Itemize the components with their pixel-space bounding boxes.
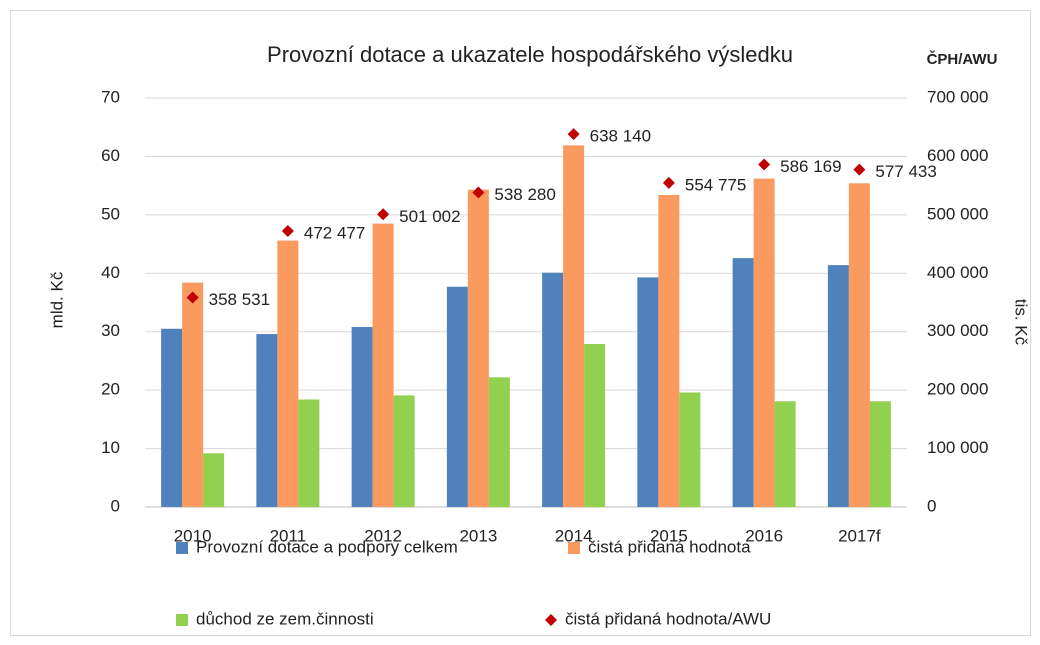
- diamond-marker: [186, 291, 199, 304]
- bar: [298, 399, 320, 507]
- y-tick-label: 0: [111, 496, 120, 515]
- y-tick-label: 70: [101, 87, 120, 106]
- x-tick-label: 2014: [555, 526, 593, 545]
- x-tick-label: 2017f: [838, 526, 881, 545]
- y-tick-label: 60: [101, 146, 120, 165]
- x-tick-label: 2013: [459, 526, 497, 545]
- legend-label: čistá přidaná hodnota/AWU: [565, 609, 771, 628]
- diamond-marker: [758, 158, 771, 171]
- data-label: 472 477: [304, 223, 365, 242]
- data-label: 501 002: [399, 207, 460, 226]
- diamond-marker: [281, 224, 294, 237]
- y2-tick-label: 700 000: [927, 87, 988, 106]
- bar: [848, 183, 870, 507]
- bar: [753, 178, 775, 508]
- bar: [584, 343, 606, 507]
- y-tick-label: 40: [101, 263, 120, 282]
- x-tick-label: 2010: [174, 526, 212, 545]
- y2-title: ČPH/AWU: [927, 50, 998, 68]
- diamond-marker: [472, 186, 485, 199]
- x-tick-label: 2011: [270, 526, 307, 545]
- legend-swatch: [176, 542, 188, 554]
- bar: [637, 277, 659, 507]
- bar: [827, 265, 849, 507]
- diamond-marker: [853, 163, 866, 176]
- data-label: 638 140: [590, 127, 651, 146]
- legend-label: Provozní dotace a podpory celkem: [196, 537, 458, 556]
- legend-label: důchod ze zem.činnosti: [196, 609, 374, 628]
- data-label: 577 433: [875, 162, 936, 181]
- y2-tick-label: 200 000: [927, 380, 988, 399]
- bar: [679, 392, 701, 507]
- y-tick-label: 10: [101, 438, 120, 457]
- chart-title: Provozní dotace a ukazatele hospodářskéh…: [267, 42, 793, 67]
- bar: [563, 145, 585, 507]
- bar: [658, 194, 680, 507]
- bar: [542, 272, 564, 507]
- bar: [182, 282, 204, 507]
- bar: [869, 401, 891, 507]
- y2-tick-label: 100 000: [927, 438, 988, 457]
- bar: [488, 377, 510, 507]
- data-label: 554 775: [685, 175, 746, 194]
- x-tick-label: 2016: [745, 526, 783, 545]
- data-label: 586 169: [780, 157, 841, 176]
- diamond-marker: [567, 128, 580, 141]
- y2-tick-label: 600 000: [927, 146, 988, 165]
- bar: [372, 223, 394, 507]
- data-label: 358 531: [209, 290, 270, 309]
- data-label: 538 280: [494, 185, 555, 204]
- bar: [256, 334, 278, 507]
- bar: [774, 401, 796, 507]
- y2-tick-label: 400 000: [927, 263, 988, 282]
- y-axis-label: mld. Kč: [47, 271, 66, 328]
- y2-tick-label: 0: [927, 496, 936, 515]
- legend-swatch: [176, 614, 188, 626]
- diamond-marker: [377, 208, 390, 221]
- diamond-marker: [662, 176, 675, 189]
- y2-tick-label: 500 000: [927, 204, 988, 223]
- bar: [393, 395, 415, 507]
- legend-label: čistá přidaná hodnota: [588, 537, 751, 556]
- y2-tick-label: 300 000: [927, 321, 988, 340]
- bar: [161, 328, 183, 507]
- y-tick-label: 30: [101, 321, 120, 340]
- y2-axis-label: tis. Kč: [1012, 299, 1031, 346]
- bar: [277, 240, 299, 507]
- bar: [467, 189, 489, 508]
- legend-marker: [545, 614, 557, 626]
- x-tick-label: 2015: [650, 526, 688, 545]
- bar: [732, 258, 754, 507]
- x-tick-label: 2012: [364, 526, 402, 545]
- legend-swatch: [568, 542, 580, 554]
- bar: [203, 453, 225, 507]
- bar: [446, 286, 468, 507]
- y-tick-label: 20: [101, 380, 120, 399]
- bar: [351, 327, 373, 507]
- y-tick-label: 50: [101, 204, 120, 223]
